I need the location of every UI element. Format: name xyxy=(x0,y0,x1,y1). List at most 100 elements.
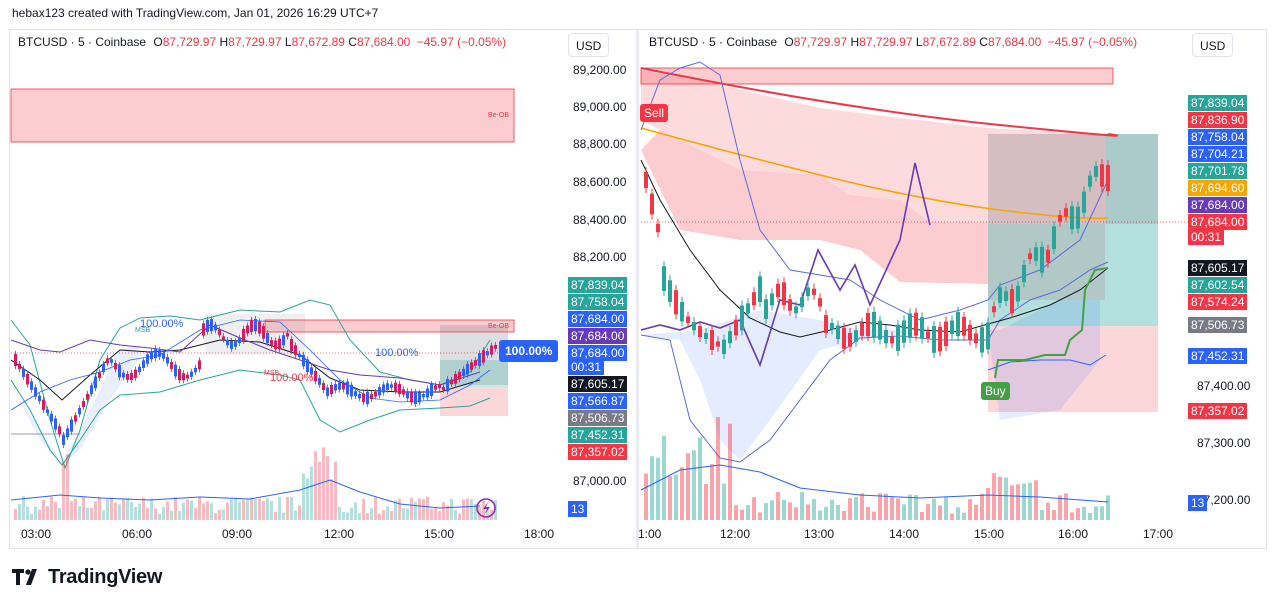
right-time-tick[interactable]: 17:00 xyxy=(1143,527,1174,541)
right-time-tick[interactable]: 16:00 xyxy=(1058,527,1089,541)
msb-label: MSB xyxy=(264,370,280,377)
right-time-tick[interactable]: 13:00 xyxy=(804,527,835,541)
candle-body xyxy=(1022,264,1026,283)
candle-body xyxy=(1010,288,1014,314)
volume-bar xyxy=(956,507,960,520)
order-block-zone xyxy=(10,88,515,143)
left-price-tag: 00:31 xyxy=(568,359,605,375)
left-time-tick[interactable]: 12:00 xyxy=(324,527,355,541)
volume-bar xyxy=(334,461,337,520)
right-price-tick[interactable]: 87,300.00 xyxy=(1197,436,1251,450)
candle-body xyxy=(968,324,972,341)
candle-body xyxy=(836,325,840,340)
volume-bar xyxy=(382,510,385,520)
volume-bar xyxy=(234,497,237,520)
candle-body xyxy=(182,373,185,381)
right-time-tick[interactable]: 14:00 xyxy=(889,527,920,541)
candle-body xyxy=(290,338,293,352)
volume-bar xyxy=(962,512,966,520)
right-time-tick[interactable]: 15:00 xyxy=(974,527,1005,541)
order-block-label: Be-OB xyxy=(488,112,509,119)
volume-bar xyxy=(254,499,257,520)
candle-body xyxy=(430,383,433,396)
left-price-tick[interactable]: 87,000.00 xyxy=(573,474,627,488)
volume-bar xyxy=(378,513,381,520)
right-price-tick[interactable]: 87,400.00 xyxy=(1197,379,1251,393)
volume-bar xyxy=(362,498,365,520)
volume-bar xyxy=(992,473,996,520)
candle-body xyxy=(222,336,225,340)
left-time-tick[interactable]: 15:00 xyxy=(424,527,455,541)
left-price-tick[interactable]: 88,200.00 xyxy=(573,250,627,264)
left-currency-button[interactable]: USD xyxy=(568,33,610,57)
volume-bar xyxy=(246,499,249,520)
resistance-fill xyxy=(641,70,1105,300)
legend-low-label: L xyxy=(915,35,923,49)
volume-bar xyxy=(406,508,409,520)
candle-body xyxy=(18,363,21,369)
volume-bar xyxy=(686,453,690,520)
volume-bar xyxy=(46,506,49,520)
volume-bar xyxy=(842,510,846,520)
candle-body xyxy=(122,372,125,378)
volume-bar xyxy=(358,513,361,520)
left-time-tick[interactable]: 18:00 xyxy=(524,527,555,541)
right-currency-button[interactable]: USD xyxy=(1192,33,1234,57)
tradingview-logo[interactable]: TradingView xyxy=(12,566,162,588)
volume-bar xyxy=(806,504,810,520)
volume-bar xyxy=(270,501,273,520)
left-price-tick[interactable]: 88,600.00 xyxy=(573,175,627,189)
volume-bar xyxy=(986,488,990,520)
volume-bar xyxy=(78,506,81,520)
position-percent-badge[interactable]: 100.00% xyxy=(499,340,559,362)
volume-bar xyxy=(190,500,193,520)
volume-bar xyxy=(1100,506,1104,520)
candle-body xyxy=(278,338,281,350)
candle-body xyxy=(46,409,49,413)
volume-bar xyxy=(390,510,393,520)
candle-body xyxy=(1088,175,1092,187)
volume-bar xyxy=(74,498,77,520)
candle-body xyxy=(154,348,157,359)
left-time-tick[interactable]: 06:00 xyxy=(122,527,153,541)
left-price-tick[interactable]: 89,200.00 xyxy=(573,63,627,77)
left-price-tick[interactable]: 88,400.00 xyxy=(573,213,627,227)
candle-body xyxy=(992,306,996,313)
candle-body xyxy=(1040,246,1044,273)
candle-body xyxy=(190,371,193,377)
candle-body xyxy=(1016,285,1020,302)
left-price-tick[interactable]: 89,000.00 xyxy=(573,100,627,114)
left-time-tick[interactable]: 09:00 xyxy=(222,527,253,541)
candle-body xyxy=(110,359,113,363)
legend-symbol[interactable]: BTCUSD · 5 · Coinbase xyxy=(649,35,778,49)
candle-body xyxy=(776,283,780,298)
candle-body xyxy=(758,276,762,303)
right-price-tag: 87,758.04 xyxy=(1188,129,1248,145)
volume-bar xyxy=(110,497,113,520)
right-chart-plot[interactable] xyxy=(0,0,1276,550)
candle-body xyxy=(398,383,401,395)
candle-body xyxy=(106,358,109,364)
right-time-tick[interactable]: 1:00 xyxy=(638,527,662,541)
candle-body xyxy=(114,362,117,370)
volume-bar xyxy=(158,513,161,520)
volume-bar xyxy=(650,456,654,520)
volume-bar xyxy=(38,509,41,520)
volume-bar xyxy=(318,461,321,520)
volume-bar xyxy=(902,504,906,520)
candle-body xyxy=(282,335,285,346)
left-time-tick[interactable]: 03:00 xyxy=(21,527,52,541)
right-price-tag: 87,605.17 xyxy=(1188,260,1248,276)
candle-body xyxy=(158,349,161,357)
legend-symbol[interactable]: BTCUSD · 5 · Coinbase xyxy=(18,35,147,49)
volume-bar xyxy=(878,493,882,520)
right-price-tick[interactable]: 87,200.00 xyxy=(1197,493,1251,507)
candle-body xyxy=(394,382,397,392)
candle-body xyxy=(458,371,461,380)
candle-body xyxy=(174,364,177,377)
right-time-tick[interactable]: 12:00 xyxy=(720,527,751,541)
pane-divider[interactable] xyxy=(636,30,639,548)
volume-bar xyxy=(758,512,762,520)
left-price-tick[interactable]: 88,800.00 xyxy=(573,137,627,151)
